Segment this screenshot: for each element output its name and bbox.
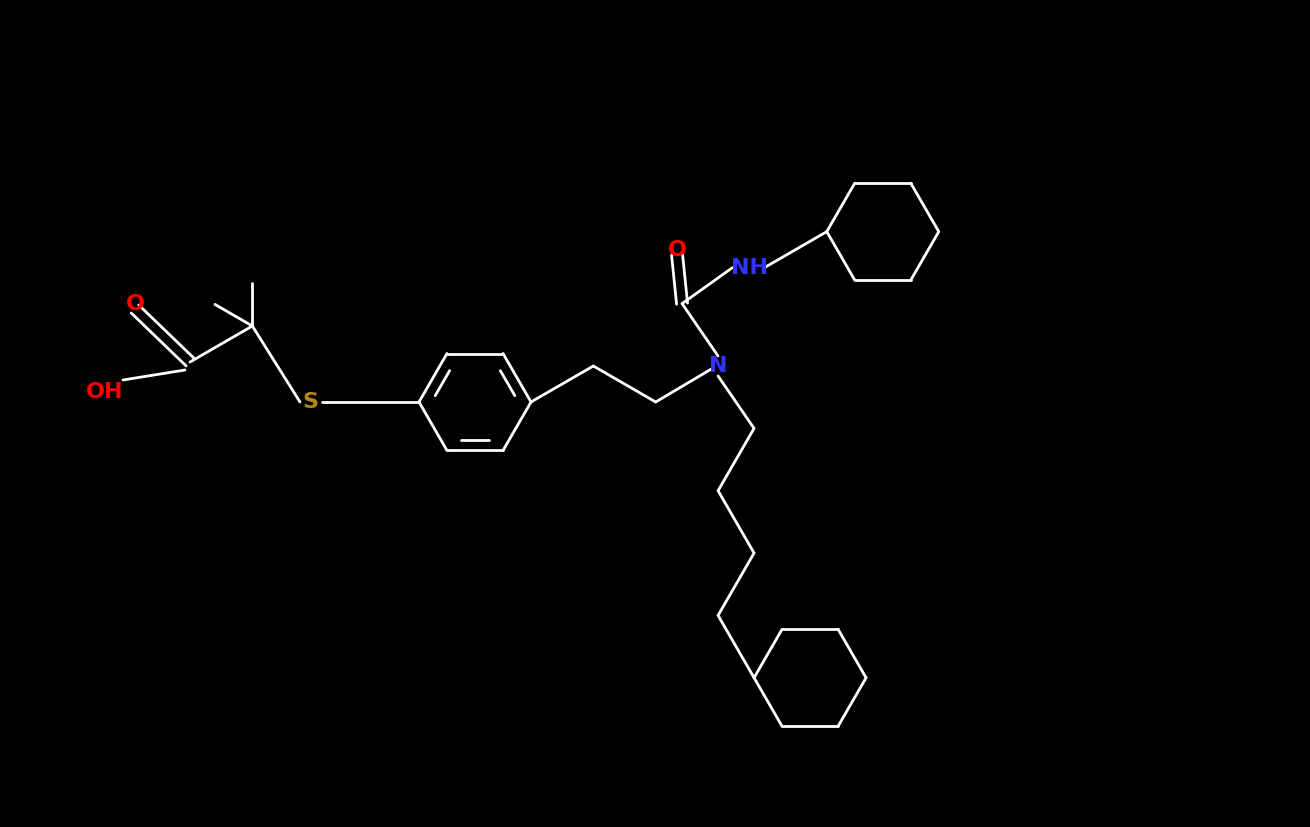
Text: O: O [668, 240, 686, 260]
Text: O: O [126, 294, 144, 314]
Text: N: N [709, 356, 727, 376]
Text: NH: NH [731, 258, 768, 278]
Text: S: S [303, 392, 318, 412]
Text: OH: OH [86, 382, 123, 402]
